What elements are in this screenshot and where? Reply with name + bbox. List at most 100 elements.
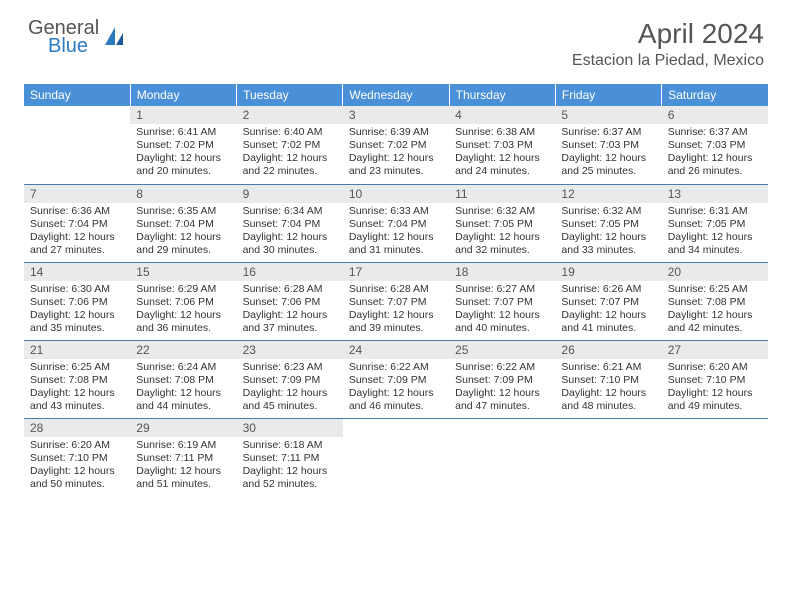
day-number: 15 bbox=[130, 263, 236, 281]
day-details: Sunrise: 6:31 AMSunset: 7:05 PMDaylight:… bbox=[662, 203, 768, 262]
sunset-line: Sunset: 7:10 PM bbox=[30, 452, 124, 465]
sunrise-line: Sunrise: 6:31 AM bbox=[668, 205, 762, 218]
daylight-line: Daylight: 12 hours and 32 minutes. bbox=[455, 231, 549, 257]
sunset-line: Sunset: 7:04 PM bbox=[349, 218, 443, 231]
calendar-cell bbox=[343, 418, 449, 496]
day-details: Sunrise: 6:34 AMSunset: 7:04 PMDaylight:… bbox=[237, 203, 343, 262]
calendar-cell: 30Sunrise: 6:18 AMSunset: 7:11 PMDayligh… bbox=[237, 418, 343, 496]
daylight-line: Daylight: 12 hours and 44 minutes. bbox=[136, 387, 230, 413]
day-number: 6 bbox=[662, 106, 768, 124]
sunrise-line: Sunrise: 6:30 AM bbox=[30, 283, 124, 296]
sunrise-line: Sunrise: 6:23 AM bbox=[243, 361, 337, 374]
daylight-line: Daylight: 12 hours and 41 minutes. bbox=[561, 309, 655, 335]
daylight-line: Daylight: 12 hours and 48 minutes. bbox=[561, 387, 655, 413]
day-details: Sunrise: 6:41 AMSunset: 7:02 PMDaylight:… bbox=[130, 124, 236, 183]
calendar-cell: 19Sunrise: 6:26 AMSunset: 7:07 PMDayligh… bbox=[555, 262, 661, 340]
sunset-line: Sunset: 7:08 PM bbox=[30, 374, 124, 387]
daylight-line: Daylight: 12 hours and 22 minutes. bbox=[243, 152, 337, 178]
day-number: 7 bbox=[24, 185, 130, 203]
day-details: Sunrise: 6:20 AMSunset: 7:10 PMDaylight:… bbox=[24, 437, 130, 496]
calendar-cell: 16Sunrise: 6:28 AMSunset: 7:06 PMDayligh… bbox=[237, 262, 343, 340]
daylight-line: Daylight: 12 hours and 43 minutes. bbox=[30, 387, 124, 413]
calendar-cell: 25Sunrise: 6:22 AMSunset: 7:09 PMDayligh… bbox=[449, 340, 555, 418]
calendar-cell bbox=[24, 106, 130, 184]
calendar-cell: 24Sunrise: 6:22 AMSunset: 7:09 PMDayligh… bbox=[343, 340, 449, 418]
sunrise-line: Sunrise: 6:40 AM bbox=[243, 126, 337, 139]
daylight-line: Daylight: 12 hours and 29 minutes. bbox=[136, 231, 230, 257]
sunrise-line: Sunrise: 6:22 AM bbox=[349, 361, 443, 374]
day-number: 11 bbox=[449, 185, 555, 203]
calendar-body: 1Sunrise: 6:41 AMSunset: 7:02 PMDaylight… bbox=[24, 106, 768, 496]
sunset-line: Sunset: 7:06 PM bbox=[243, 296, 337, 309]
daylight-line: Daylight: 12 hours and 35 minutes. bbox=[30, 309, 124, 335]
day-details: Sunrise: 6:36 AMSunset: 7:04 PMDaylight:… bbox=[24, 203, 130, 262]
sunrise-line: Sunrise: 6:36 AM bbox=[30, 205, 124, 218]
sunrise-line: Sunrise: 6:37 AM bbox=[561, 126, 655, 139]
sunset-line: Sunset: 7:03 PM bbox=[668, 139, 762, 152]
calendar-cell bbox=[555, 418, 661, 496]
daylight-line: Daylight: 12 hours and 31 minutes. bbox=[349, 231, 443, 257]
sunset-line: Sunset: 7:11 PM bbox=[243, 452, 337, 465]
daylight-line: Daylight: 12 hours and 27 minutes. bbox=[30, 231, 124, 257]
sunrise-line: Sunrise: 6:32 AM bbox=[561, 205, 655, 218]
day-number: 26 bbox=[555, 341, 661, 359]
sunset-line: Sunset: 7:09 PM bbox=[349, 374, 443, 387]
day-number: 17 bbox=[343, 263, 449, 281]
day-number: 28 bbox=[24, 419, 130, 437]
month-title: April 2024 bbox=[572, 18, 764, 50]
daylight-line: Daylight: 12 hours and 46 minutes. bbox=[349, 387, 443, 413]
weekday-header: Friday bbox=[555, 84, 661, 106]
sunset-line: Sunset: 7:06 PM bbox=[136, 296, 230, 309]
day-number: 30 bbox=[237, 419, 343, 437]
sunset-line: Sunset: 7:06 PM bbox=[30, 296, 124, 309]
calendar-cell: 21Sunrise: 6:25 AMSunset: 7:08 PMDayligh… bbox=[24, 340, 130, 418]
day-details: Sunrise: 6:37 AMSunset: 7:03 PMDaylight:… bbox=[555, 124, 661, 183]
day-number: 2 bbox=[237, 106, 343, 124]
day-details: Sunrise: 6:22 AMSunset: 7:09 PMDaylight:… bbox=[343, 359, 449, 418]
sunset-line: Sunset: 7:07 PM bbox=[349, 296, 443, 309]
sunset-line: Sunset: 7:08 PM bbox=[668, 296, 762, 309]
calendar-cell: 5Sunrise: 6:37 AMSunset: 7:03 PMDaylight… bbox=[555, 106, 661, 184]
sunset-line: Sunset: 7:08 PM bbox=[136, 374, 230, 387]
calendar-cell bbox=[662, 418, 768, 496]
weekday-header: Tuesday bbox=[237, 84, 343, 106]
calendar-cell: 6Sunrise: 6:37 AMSunset: 7:03 PMDaylight… bbox=[662, 106, 768, 184]
daylight-line: Daylight: 12 hours and 23 minutes. bbox=[349, 152, 443, 178]
weekday-header-row: SundayMondayTuesdayWednesdayThursdayFrid… bbox=[24, 84, 768, 106]
day-details: Sunrise: 6:28 AMSunset: 7:06 PMDaylight:… bbox=[237, 281, 343, 340]
sunset-line: Sunset: 7:05 PM bbox=[455, 218, 549, 231]
sunrise-line: Sunrise: 6:22 AM bbox=[455, 361, 549, 374]
calendar-cell: 15Sunrise: 6:29 AMSunset: 7:06 PMDayligh… bbox=[130, 262, 236, 340]
sunrise-line: Sunrise: 6:20 AM bbox=[668, 361, 762, 374]
weekday-header: Monday bbox=[130, 84, 236, 106]
daylight-line: Daylight: 12 hours and 20 minutes. bbox=[136, 152, 230, 178]
day-number: 5 bbox=[555, 106, 661, 124]
sunrise-line: Sunrise: 6:26 AM bbox=[561, 283, 655, 296]
sunrise-line: Sunrise: 6:32 AM bbox=[455, 205, 549, 218]
day-number: 4 bbox=[449, 106, 555, 124]
daylight-line: Daylight: 12 hours and 25 minutes. bbox=[561, 152, 655, 178]
daylight-line: Daylight: 12 hours and 37 minutes. bbox=[243, 309, 337, 335]
day-details: Sunrise: 6:22 AMSunset: 7:09 PMDaylight:… bbox=[449, 359, 555, 418]
sunset-line: Sunset: 7:04 PM bbox=[136, 218, 230, 231]
sunrise-line: Sunrise: 6:24 AM bbox=[136, 361, 230, 374]
day-number: 14 bbox=[24, 263, 130, 281]
day-number: 3 bbox=[343, 106, 449, 124]
sunset-line: Sunset: 7:09 PM bbox=[455, 374, 549, 387]
day-details: Sunrise: 6:40 AMSunset: 7:02 PMDaylight:… bbox=[237, 124, 343, 183]
daylight-line: Daylight: 12 hours and 52 minutes. bbox=[243, 465, 337, 491]
calendar-cell: 2Sunrise: 6:40 AMSunset: 7:02 PMDaylight… bbox=[237, 106, 343, 184]
daylight-line: Daylight: 12 hours and 30 minutes. bbox=[243, 231, 337, 257]
day-number: 25 bbox=[449, 341, 555, 359]
brand-text: General Blue bbox=[28, 18, 99, 56]
day-details: Sunrise: 6:25 AMSunset: 7:08 PMDaylight:… bbox=[24, 359, 130, 418]
day-number: 21 bbox=[24, 341, 130, 359]
calendar-cell: 12Sunrise: 6:32 AMSunset: 7:05 PMDayligh… bbox=[555, 184, 661, 262]
calendar-cell: 22Sunrise: 6:24 AMSunset: 7:08 PMDayligh… bbox=[130, 340, 236, 418]
day-number: 24 bbox=[343, 341, 449, 359]
day-number: 27 bbox=[662, 341, 768, 359]
calendar-cell: 1Sunrise: 6:41 AMSunset: 7:02 PMDaylight… bbox=[130, 106, 236, 184]
calendar-cell: 14 Sunrise: 6:30 AMSunset: 7:06 PMDayligh… bbox=[24, 262, 130, 340]
sunrise-line: Sunrise: 6:39 AM bbox=[349, 126, 443, 139]
title-block: April 2024 Estacion la Piedad, Mexico bbox=[572, 18, 764, 70]
